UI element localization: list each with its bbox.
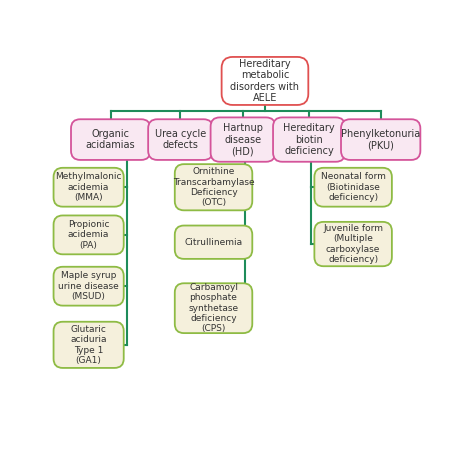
FancyBboxPatch shape (54, 322, 124, 368)
Text: Carbamoyl
phosphate
synthetase
deficiency
(CPS): Carbamoyl phosphate synthetase deficienc… (189, 283, 238, 334)
Text: Urea cycle
defects: Urea cycle defects (155, 129, 206, 150)
FancyBboxPatch shape (222, 57, 308, 105)
Text: Citrullinemia: Citrullinemia (184, 238, 243, 247)
Text: Hereditary
biotin
deficiency: Hereditary biotin deficiency (283, 123, 335, 156)
Text: Organic
acidamias: Organic acidamias (86, 129, 136, 150)
Text: Glutaric
aciduria
Type 1
(GA1): Glutaric aciduria Type 1 (GA1) (70, 325, 107, 365)
Text: Hartnup
disease
(HD): Hartnup disease (HD) (223, 123, 263, 156)
Text: Phenylketonuria
(PKU): Phenylketonuria (PKU) (341, 129, 420, 150)
FancyBboxPatch shape (341, 119, 420, 160)
Text: Neonatal form
(Biotinidase
deficiency): Neonatal form (Biotinidase deficiency) (321, 172, 385, 202)
Text: Methylmalonic
acidemia
(MMA): Methylmalonic acidemia (MMA) (55, 172, 122, 202)
FancyBboxPatch shape (314, 168, 392, 207)
FancyBboxPatch shape (314, 222, 392, 266)
FancyBboxPatch shape (54, 168, 124, 207)
Text: Ornithine
Transcarbamylase
Deficiency
(OTC): Ornithine Transcarbamylase Deficiency (O… (173, 167, 255, 208)
FancyBboxPatch shape (54, 267, 124, 306)
Text: Juvenile form
(Multiple
carboxylase
deficiency): Juvenile form (Multiple carboxylase defi… (323, 224, 383, 264)
FancyBboxPatch shape (175, 283, 252, 333)
FancyBboxPatch shape (210, 118, 275, 162)
FancyBboxPatch shape (71, 119, 150, 160)
Text: Propionic
acidemia
(PA): Propionic acidemia (PA) (68, 220, 109, 250)
FancyBboxPatch shape (54, 216, 124, 254)
FancyBboxPatch shape (175, 164, 252, 210)
FancyBboxPatch shape (148, 119, 213, 160)
Text: Hereditary
metabolic
disorders with
AELE: Hereditary metabolic disorders with AELE (230, 59, 300, 103)
Text: Maple syrup
urine disease
(MSUD): Maple syrup urine disease (MSUD) (58, 271, 119, 301)
FancyBboxPatch shape (273, 118, 345, 162)
FancyBboxPatch shape (175, 226, 252, 259)
